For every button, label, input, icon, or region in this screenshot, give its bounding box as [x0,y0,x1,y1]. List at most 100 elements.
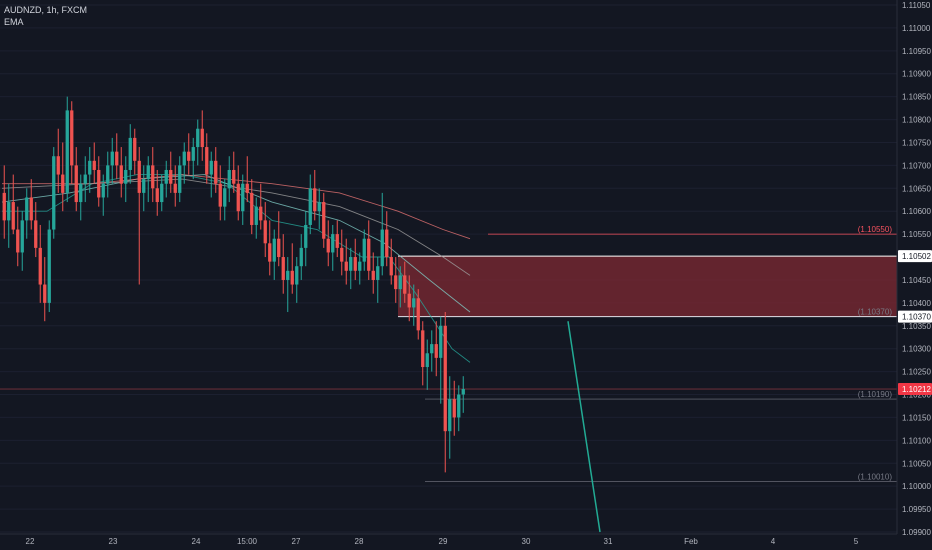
candle-body [52,156,56,230]
candle-body [137,160,141,193]
candle-body [331,234,335,253]
candle-body [322,202,326,239]
candle-body [416,298,420,331]
price-tick-label: 1.10750 [902,138,931,147]
candle-body [313,188,317,212]
candle-body [83,174,87,184]
price-tick-label: 1.10300 [902,345,931,354]
candle-body [434,344,438,358]
candle-body [61,174,65,193]
candle-body [205,147,209,175]
candle-body [380,229,384,267]
horizontal-levels: (1.10550) (1.10370) (1.10190) (1.10010) [0,225,897,482]
candle-body [295,266,299,285]
trend-line-segment [567,321,601,533]
candle-body [461,389,465,395]
candle-body [340,247,344,262]
candle-body [425,353,429,368]
time-axis[interactable]: 22 23 24 15:00 27 28 29 30 31 Feb 4 5 [0,533,897,546]
candle-body [308,188,312,225]
candle-body [290,270,294,285]
price-tick-label: 1.09900 [902,528,931,537]
candle-body [200,128,204,148]
candle-body [20,220,24,253]
price-tick-label: 1.10850 [902,93,931,102]
candle-body [223,188,227,207]
candle-body [47,229,51,303]
candle-body [362,238,366,262]
supply-zone [398,255,897,318]
indicator-label[interactable]: EMA [4,17,24,27]
price-badge [898,310,932,323]
price-axis[interactable]: 1.11050 1.11000 1.10950 1.10900 1.10850 1.108… [896,0,932,537]
price-tick-label: 1.10700 [902,161,931,170]
price-tick-label: 1.10650 [902,184,931,193]
candle-body [187,151,191,161]
candle-body [97,169,101,198]
price-tick-label: 1.10400 [902,299,931,308]
trend-line[interactable] [567,321,601,533]
candle-body [281,257,285,280]
symbol-line[interactable]: AUDNZD, 1h, FXCM [4,5,88,15]
candle-body [214,160,218,184]
candle-body [358,261,362,271]
candle-body [92,160,96,170]
price-badge-label: 1.10502 [902,252,931,261]
candle-body [389,257,393,276]
level-label: (1.10370) [858,308,893,317]
candle-body [196,128,200,148]
candle-body [2,192,6,221]
candles [2,96,465,473]
candle-body [38,247,42,285]
level-label: (1.10010) [858,473,893,482]
time-tick-label: 15:00 [237,537,258,546]
candle-body [268,243,272,262]
candle-body [11,202,15,230]
candle-body [254,206,258,225]
candle-body [385,229,389,258]
level-label: (1.10190) [858,390,893,399]
time-tick-label: 5 [854,537,859,546]
candle-body [250,192,254,225]
candle-body [457,394,461,418]
candle-body [241,183,245,212]
candle-body [218,183,222,207]
price-tick-label: 1.10550 [902,230,931,239]
time-tick-label: 27 [292,537,301,546]
candle-body [227,169,231,189]
candle-body [173,183,177,193]
price-badge-label: 1.10212 [902,385,931,394]
price-badge [898,250,932,263]
candle-body [119,165,123,184]
price-tick-label: 1.10800 [902,116,931,125]
candle-body [349,257,353,271]
ema-line [1,174,471,313]
price-tick-label: 1.11050 [902,1,931,10]
candle-body [448,399,452,432]
candle-body [439,325,443,358]
time-tick-label: Feb [684,537,698,546]
candle-body [412,298,416,308]
candle-body [128,137,132,170]
candle-body [335,234,339,248]
time-tick-label: 30 [522,537,531,546]
candle-body [353,257,357,271]
candle-body [106,165,110,184]
candle-body [160,183,164,203]
candle-body [34,220,38,248]
candle-body [367,238,371,271]
candle-body [164,169,168,184]
candle-body [74,165,78,203]
price-tick-label: 1.10950 [902,47,931,56]
candle-body [16,229,20,253]
candle-body [142,179,146,193]
candle-body [398,275,402,290]
candle-body [110,151,114,166]
candle-body [259,206,263,221]
time-tick-label: 23 [109,537,118,546]
candle-body [7,202,11,221]
price-tick-label: 1.10150 [902,413,931,422]
candle-body [272,238,276,262]
supply-zone-rect [398,256,897,317]
